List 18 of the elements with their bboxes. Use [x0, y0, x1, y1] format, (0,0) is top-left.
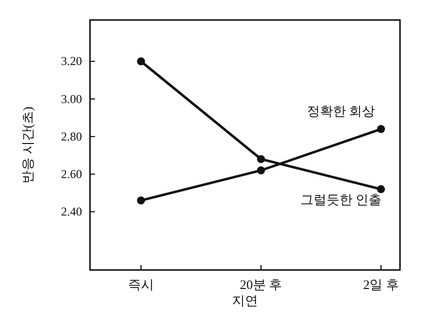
- point: [137, 57, 145, 66]
- series-label: 그럴듯한 인출: [300, 192, 382, 208]
- x-axis-title: 지연: [232, 293, 258, 308]
- point: [377, 185, 385, 194]
- point: [377, 125, 385, 134]
- y-tick-label: 2.40: [61, 204, 82, 219]
- y-tick-label: 3.20: [61, 54, 82, 68]
- series-label: 정확한 회상: [306, 104, 376, 119]
- point: [257, 166, 265, 174]
- x-tick-label: 20분 후: [240, 277, 282, 292]
- y-axis-title: 반응 시간(초): [20, 106, 35, 184]
- y-tick-label: 2.60: [61, 166, 82, 181]
- y-tick-label: 3.00: [61, 92, 82, 106]
- point: [257, 155, 265, 164]
- y-tick-label: 2.80: [61, 129, 82, 144]
- x-tick-label: 2일 후: [363, 277, 399, 292]
- point: [137, 196, 145, 204]
- x-tick-label: 즉시: [128, 277, 154, 292]
